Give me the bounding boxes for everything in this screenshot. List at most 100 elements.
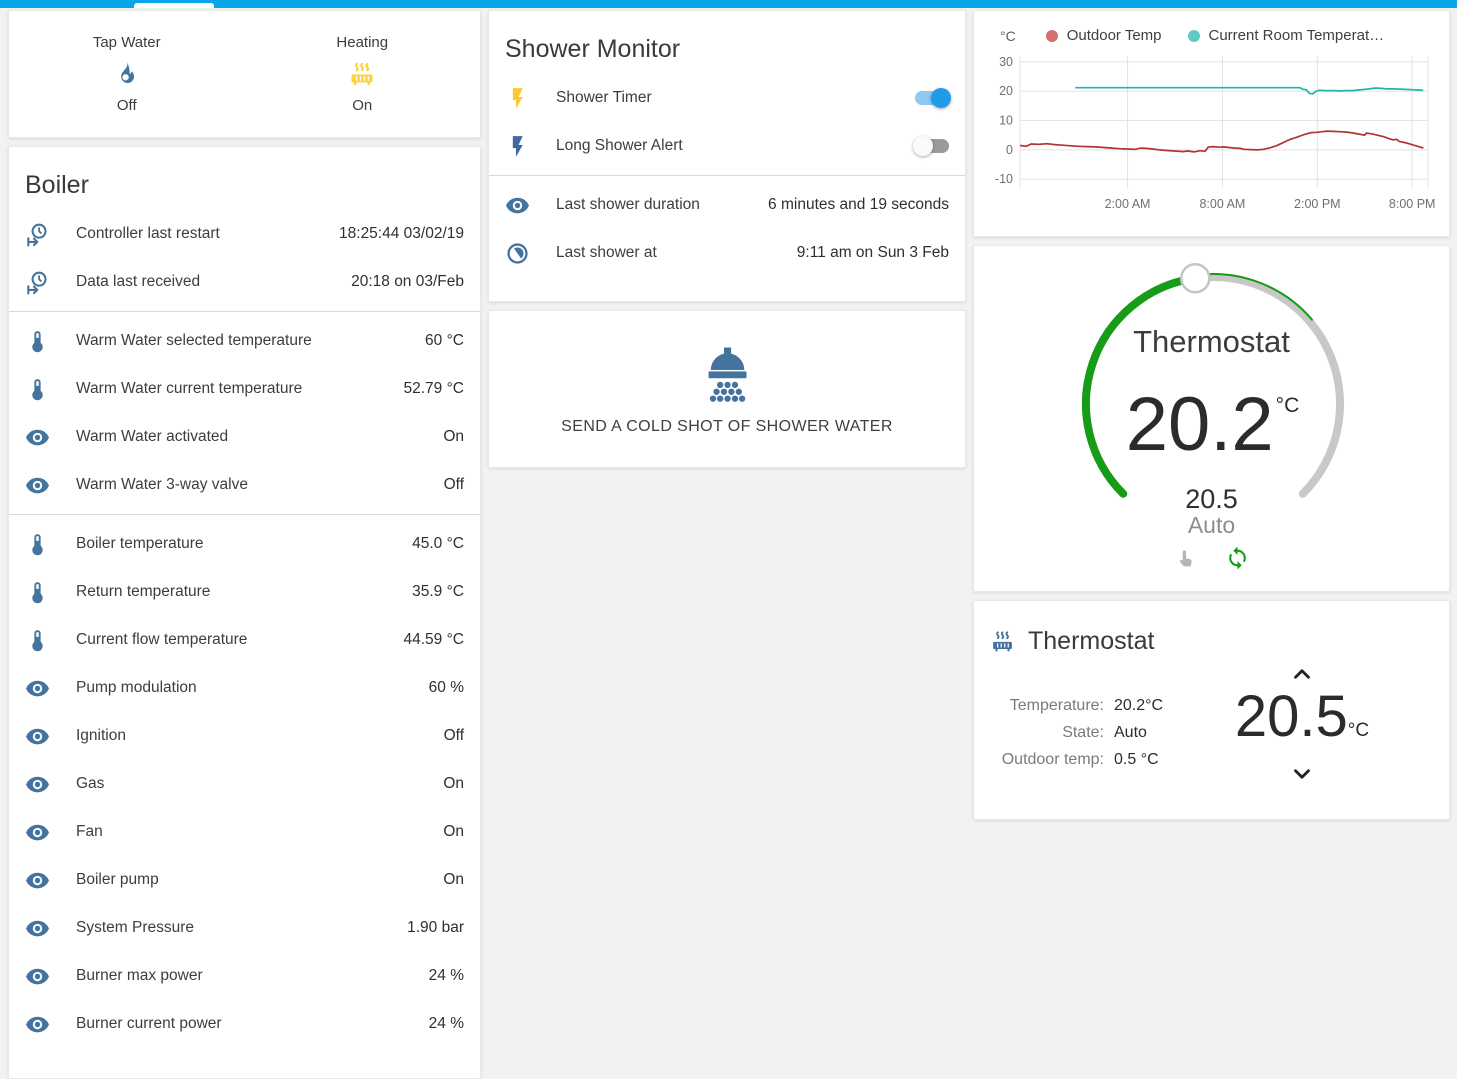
sensor-row[interactable]: Data last received 20:18 on 03/Feb — [9, 258, 480, 306]
sensor-row[interactable]: Current flow temperature 44.59 °C — [9, 616, 480, 664]
sensor-label: Last shower at — [556, 244, 657, 261]
sensor-value: 6 minutes and 19 seconds — [768, 196, 949, 213]
sensor-label: Fan — [76, 823, 103, 840]
sensor-row[interactable]: Ignition Off — [9, 712, 480, 760]
glance-card: Tap Water Off Heating On — [8, 10, 481, 138]
sensor-label: Boiler temperature — [76, 535, 204, 552]
eye-icon — [25, 425, 50, 450]
sensor-row[interactable]: Pump modulation 60 % — [9, 664, 480, 712]
eye-icon — [25, 868, 50, 893]
legend-item[interactable]: Current Room Temperat… — [1187, 27, 1384, 44]
sensor-value: Off — [443, 476, 464, 493]
sensor-value: On — [443, 428, 464, 445]
thermometer-icon — [25, 377, 50, 402]
sensor-row[interactable]: Boiler pump On — [9, 856, 480, 904]
sensor-row[interactable]: Burner current power 24 % — [9, 1000, 480, 1048]
legend-item[interactable]: Outdoor Temp — [1045, 27, 1162, 44]
svg-text:10: 10 — [999, 114, 1013, 128]
sensor-label: Ignition — [76, 727, 126, 744]
shower-head-icon — [694, 342, 760, 408]
sensor-label: Gas — [76, 775, 105, 792]
sensor-row[interactable]: Boiler temperature 45.0 °C — [9, 520, 480, 568]
glance-item[interactable]: Heating On — [245, 11, 481, 137]
sensor-row[interactable]: Controller last restart 18:25:44 03/02/1… — [9, 210, 480, 258]
sensor-row[interactable]: Gas On — [9, 760, 480, 808]
sensor-value: 60 °C — [425, 332, 464, 349]
eye-icon — [25, 916, 50, 941]
dial-title: Thermostat — [1133, 324, 1290, 359]
sensor-row[interactable]: Return temperature 35.9 °C — [9, 568, 480, 616]
sensor-value: 35.9 °C — [412, 583, 464, 600]
sensor-label: Last shower duration — [556, 196, 700, 213]
divider — [9, 311, 480, 312]
eye-icon — [25, 724, 50, 749]
series-line — [1075, 86, 1424, 95]
attr-label: State: — [1062, 724, 1104, 741]
decrease-temp-button[interactable] — [1284, 761, 1320, 787]
timelapse-icon — [505, 241, 530, 266]
sensor-row[interactable]: Burner max power 24 % — [9, 952, 480, 1000]
setpoint-value: 20.5°C — [1234, 684, 1370, 749]
glance-item[interactable]: Tap Water Off — [9, 11, 245, 137]
sensor-row[interactable]: Fan On — [9, 808, 480, 856]
dial-arc-remaining — [1191, 272, 1345, 498]
toggle-row[interactable]: Long Shower Alert — [489, 122, 965, 170]
entity-name: Tap Water — [92, 34, 161, 51]
sensor-label: Warm Water activated — [76, 428, 229, 445]
boiler-card: Boiler Controller last restart 18:25:44 … — [8, 146, 481, 1079]
sensor-label: Warm Water selected temperature — [76, 332, 312, 349]
svg-text:0: 0 — [1006, 143, 1013, 157]
thermometer-icon — [25, 532, 50, 557]
history-graph-card: °C Outdoor Temp Current Room Temperat… 30… — [973, 10, 1450, 237]
eye-icon — [25, 473, 50, 498]
sensor-row[interactable]: System Pressure 1.90 bar — [9, 904, 480, 952]
thermostat-attributes: Temperature: 20.2°C State: Auto Outdoor te… — [992, 697, 1192, 778]
dial-handle[interactable] — [1180, 262, 1211, 294]
thermostat-info-card: Thermostat Temperature: 20.2°C State: Auto… — [973, 600, 1450, 820]
svg-text:8:00 PM: 8:00 PM — [1389, 197, 1436, 211]
sensor-value: 9:11 am on Sun 3 Feb — [796, 244, 949, 261]
sensor-row[interactable]: Warm Water current temperature 52.79 °C — [9, 365, 480, 413]
sensor-row[interactable]: Warm Water activated On — [9, 413, 480, 461]
shower-button-label: SEND A COLD SHOT OF SHOWER WATER — [561, 418, 893, 435]
divider — [489, 175, 965, 176]
toggle-row[interactable]: Shower Timer — [489, 74, 965, 122]
sensor-value: 52.79 °C — [403, 380, 465, 397]
entity-state: Off — [116, 97, 137, 114]
sensor-row[interactable]: Warm Water 3-way valve Off — [9, 461, 480, 509]
active-tab-indicator[interactable] — [134, 3, 214, 8]
sensor-row[interactable]: Warm Water selected temperature 60 °C — [9, 317, 480, 365]
toggle-switch[interactable] — [913, 136, 949, 156]
shower-monitor-card: Shower Monitor Shower Timer Long Shower … — [488, 10, 966, 302]
manual-hand-icon[interactable] — [1174, 546, 1199, 571]
sensor-value: 45.0 °C — [412, 535, 464, 552]
autorenew-icon[interactable] — [1225, 546, 1250, 571]
sensor-value: On — [443, 775, 464, 792]
card-title: Thermostat — [1028, 627, 1155, 655]
toggle-switch[interactable] — [915, 88, 951, 108]
attr-value: Auto — [1114, 724, 1147, 741]
eye-icon — [25, 772, 50, 797]
sensor-row[interactable]: Last shower duration 6 minutes and 19 se… — [489, 181, 965, 229]
legend-label: Outdoor Temp — [1066, 27, 1162, 44]
sensor-value: 18:25:44 03/02/19 — [339, 225, 464, 242]
thermometer-icon — [25, 329, 50, 354]
svg-text:30: 30 — [999, 55, 1013, 69]
eye-icon — [25, 964, 50, 989]
sensor-label: Burner current power — [76, 1015, 222, 1032]
thermostat-dial-card: Thermostat 20.2°C 20.5 Auto — [973, 245, 1450, 592]
clock-start-icon — [25, 222, 50, 247]
legend-dot-icon — [1187, 29, 1200, 42]
entity-name: Heating — [336, 34, 389, 51]
target-temperature: 20.5 — [1185, 484, 1238, 514]
thermostat-dial[interactable] — [974, 251, 1451, 521]
sensor-label: Burner max power — [76, 967, 203, 984]
thermometer-icon — [25, 628, 50, 653]
sensor-row[interactable]: Last shower at 9:11 am on Sun 3 Feb — [489, 229, 965, 277]
series-line — [1019, 130, 1424, 153]
svg-text:20: 20 — [999, 84, 1013, 98]
entity-state: On — [352, 97, 373, 114]
shower-cold-shot-button[interactable]: SEND A COLD SHOT OF SHOWER WATER — [488, 310, 966, 468]
svg-text:2:00 PM: 2:00 PM — [1294, 197, 1341, 211]
attr-value: 0.5 °C — [1114, 751, 1159, 768]
